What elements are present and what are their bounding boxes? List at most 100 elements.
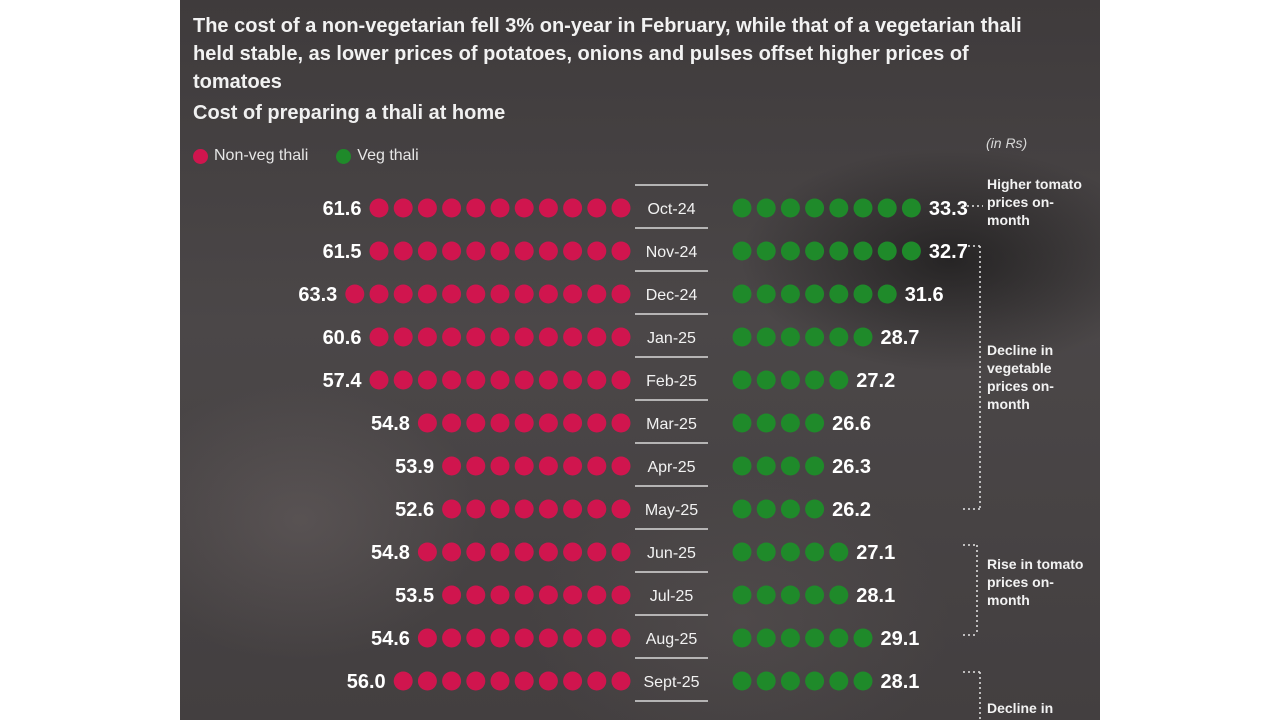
month-label: Nov-24 xyxy=(646,244,698,261)
nonveg-dot xyxy=(417,413,437,433)
nonveg-dot xyxy=(538,327,558,347)
legend-nonveg-label: Non-veg thali xyxy=(214,147,309,164)
veg-value-label: 31.6 xyxy=(905,284,944,306)
veg-dot xyxy=(732,585,752,605)
legend: Non-veg thali Veg thali xyxy=(193,147,419,165)
nonveg-dot xyxy=(490,585,510,605)
nonveg-dot xyxy=(466,671,486,691)
veg-dot xyxy=(756,327,776,347)
headline: The cost of a non-vegetarian fell 3% on-… xyxy=(193,15,1022,93)
nonveg-dot xyxy=(466,241,486,261)
nonveg-dot xyxy=(611,456,631,476)
veg-value-label: 26.3 xyxy=(832,456,871,478)
veg-dot xyxy=(780,327,800,347)
veg-dot xyxy=(756,198,776,218)
nonveg-dot xyxy=(466,542,486,562)
veg-dot xyxy=(805,671,825,691)
veg-dot xyxy=(780,585,800,605)
nonveg-dot xyxy=(563,241,583,261)
legend-veg-swatch xyxy=(336,148,352,164)
nonveg-dot xyxy=(369,198,389,218)
nonveg-dot xyxy=(442,671,462,691)
veg-dot xyxy=(780,499,800,519)
legend-veg-label: Veg thali xyxy=(357,147,419,164)
nonveg-dot xyxy=(514,370,534,390)
veg-dot xyxy=(805,628,825,648)
month-label: Feb-25 xyxy=(646,373,697,390)
nonveg-dot xyxy=(563,284,583,304)
veg-dot xyxy=(732,671,752,691)
month-label: May-25 xyxy=(645,502,698,519)
nonveg-dot xyxy=(611,628,631,648)
veg-dot xyxy=(805,456,825,476)
nonveg-value-label: 57.4 xyxy=(323,370,363,392)
nonveg-dot xyxy=(393,327,413,347)
nonveg-dot xyxy=(538,499,558,519)
veg-dot xyxy=(780,628,800,648)
nonveg-value-label: 56.0 xyxy=(347,671,386,693)
veg-dot xyxy=(901,241,921,261)
nonveg-dot xyxy=(393,284,413,304)
nonveg-dot xyxy=(587,413,607,433)
veg-dot xyxy=(853,198,873,218)
veg-dot xyxy=(732,241,752,261)
unit-label: (in Rs) xyxy=(986,135,1028,151)
nonveg-dot xyxy=(466,499,486,519)
nonveg-dot xyxy=(466,327,486,347)
veg-dot xyxy=(780,284,800,304)
nonveg-dot xyxy=(538,198,558,218)
veg-dot xyxy=(732,370,752,390)
nonveg-dot xyxy=(538,456,558,476)
nonveg-dot xyxy=(611,585,631,605)
veg-dot xyxy=(780,456,800,476)
veg-dot xyxy=(756,413,776,433)
nonveg-dot xyxy=(393,370,413,390)
veg-dot xyxy=(780,413,800,433)
nonveg-dot xyxy=(563,370,583,390)
legend-nonveg-swatch xyxy=(193,148,208,164)
nonveg-value-label: 53.9 xyxy=(395,456,434,478)
nonveg-dot xyxy=(345,284,365,304)
nonveg-dot xyxy=(393,241,413,261)
nonveg-dot xyxy=(587,628,607,648)
annotation-higher-tomato: Higher tomato prices on-month xyxy=(987,176,1082,228)
nonveg-dot xyxy=(538,413,558,433)
month-label: Jan-25 xyxy=(647,330,696,347)
veg-dot xyxy=(829,628,849,648)
nonveg-dot xyxy=(563,413,583,433)
nonveg-dot xyxy=(393,671,413,691)
nonveg-dot xyxy=(442,241,462,261)
nonveg-dot xyxy=(369,327,389,347)
nonveg-dot xyxy=(417,370,437,390)
nonveg-dot xyxy=(514,628,534,648)
veg-dot xyxy=(732,499,752,519)
nonveg-dot xyxy=(538,241,558,261)
veg-dot xyxy=(853,284,873,304)
nonveg-dot xyxy=(417,327,437,347)
nonveg-dot xyxy=(587,327,607,347)
veg-dot xyxy=(829,370,849,390)
annotation-rise-tomato: Rise in tomato prices on-month xyxy=(987,556,1084,608)
nonveg-value-label: 54.6 xyxy=(371,628,410,650)
dot-chart: Oct-24 61.6 33.3 Nov-24 61.5 32.7 Dec-24 63.3 31… xyxy=(298,184,983,720)
nonveg-dot xyxy=(611,370,631,390)
nonveg-dot xyxy=(369,370,389,390)
veg-dot xyxy=(780,370,800,390)
nonveg-dot xyxy=(442,284,462,304)
veg-dot xyxy=(877,198,897,218)
month-label: Oct-24 xyxy=(647,201,695,218)
veg-dot xyxy=(829,327,849,347)
veg-dot xyxy=(805,499,825,519)
veg-value-label: 28.1 xyxy=(881,671,920,693)
veg-dot xyxy=(756,370,776,390)
veg-value-label: 26.2 xyxy=(832,499,871,521)
month-label: Dec-24 xyxy=(646,287,698,304)
veg-dot xyxy=(877,241,897,261)
nonveg-dot xyxy=(587,456,607,476)
veg-dot xyxy=(829,671,849,691)
nonveg-dot xyxy=(563,456,583,476)
veg-dot xyxy=(829,542,849,562)
veg-value-label: 32.7 xyxy=(929,241,968,263)
nonveg-dot xyxy=(490,456,510,476)
veg-dot xyxy=(756,499,776,519)
